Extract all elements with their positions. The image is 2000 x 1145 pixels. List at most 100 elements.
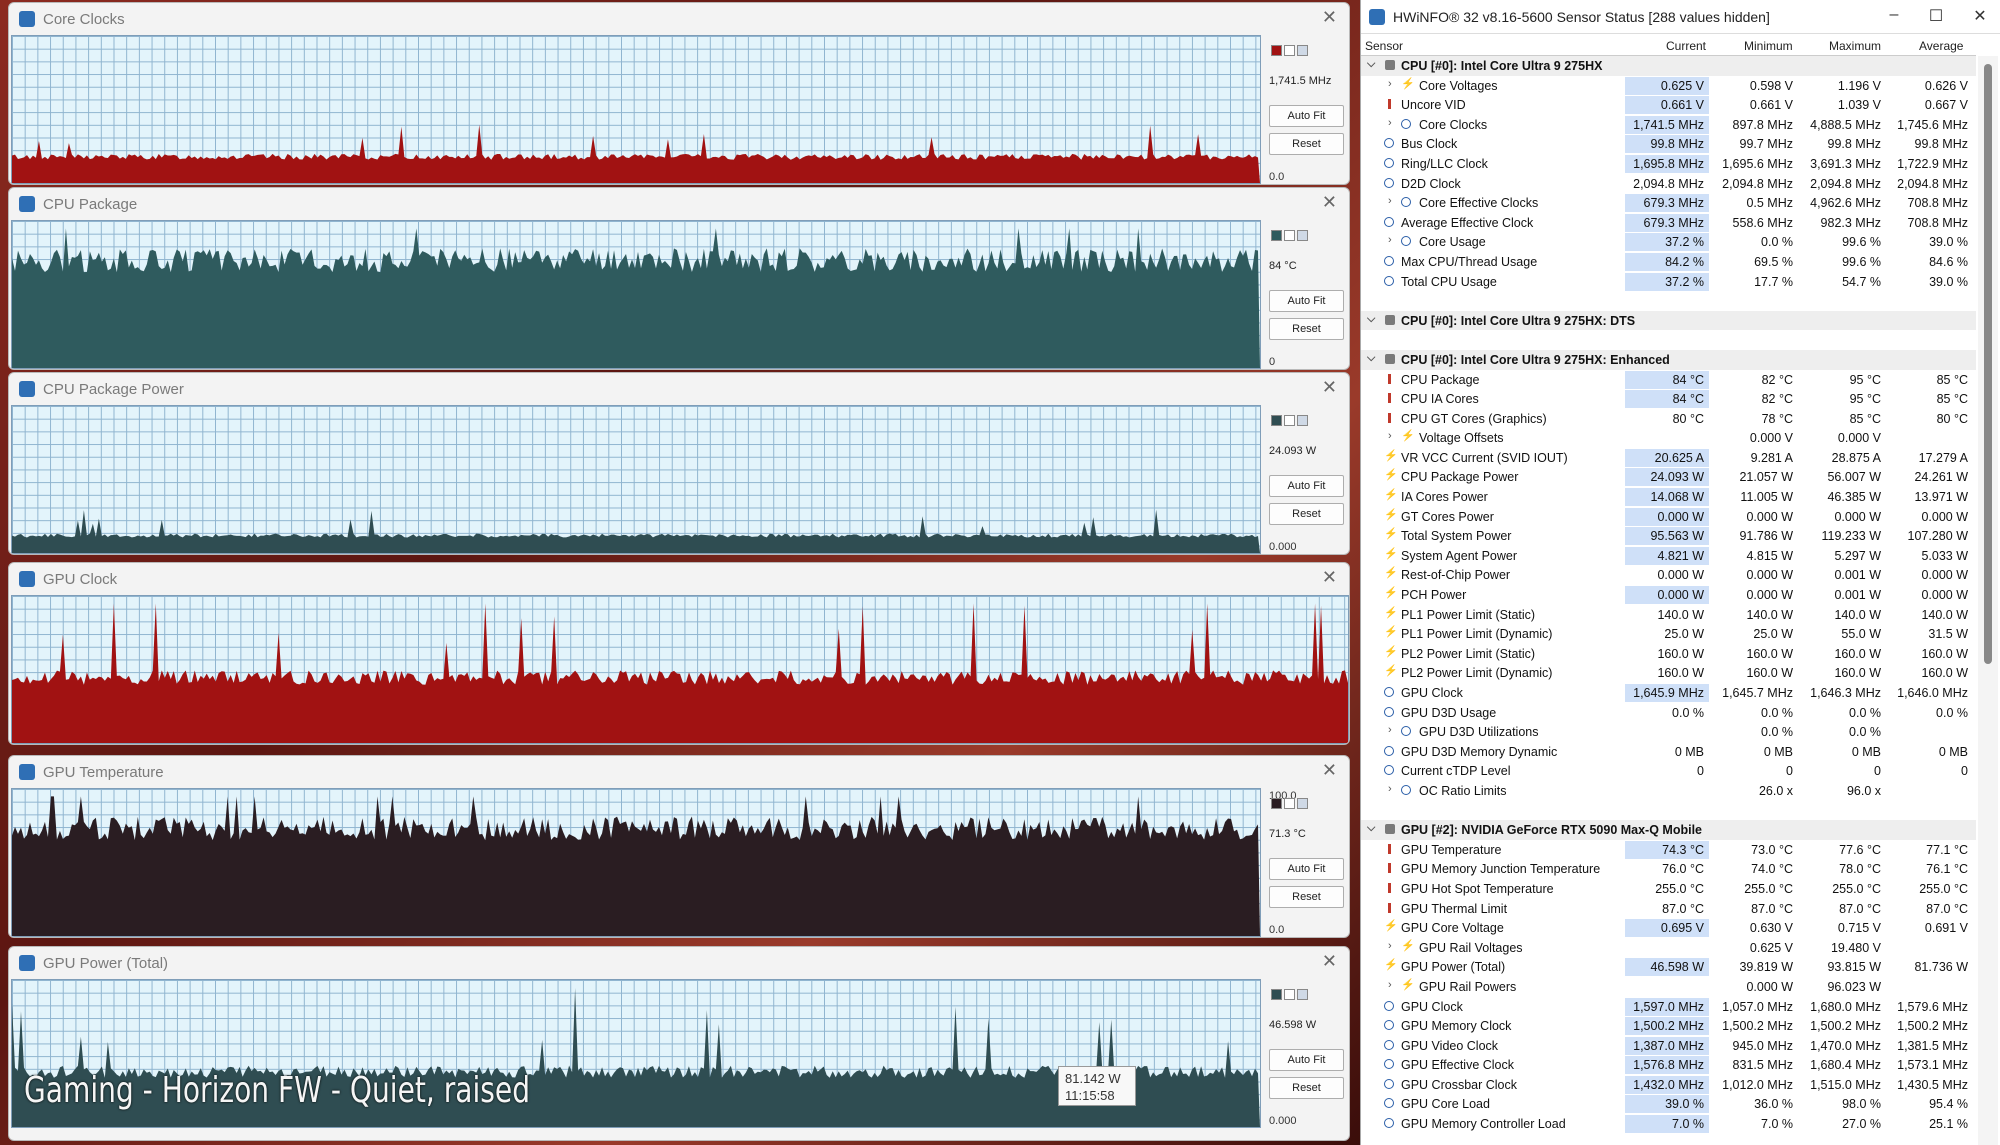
sensor-row[interactable]: ⚡ PCH Power 0.000 W 0.000 W 0.001 W 0.00… [1361,585,1976,605]
sensor-row[interactable]: Total CPU Usage 37.2 % 17.7 % 54.7 % 39.… [1361,272,1976,292]
sensor-row[interactable]: CPU GT Cores (Graphics) 80 °C 78 °C 85 °… [1361,409,1976,429]
chevron-right-icon[interactable]: › [1388,939,1392,952]
graph-window[interactable]: GPU Clock ✕ [8,562,1350,745]
scrollbar[interactable] [1978,56,1998,1145]
reset-button[interactable]: Reset [1269,503,1344,525]
auto-fit-button[interactable]: Auto Fit [1269,1049,1344,1071]
auto-fit-button[interactable]: Auto Fit [1269,290,1344,312]
graph-plot[interactable] [11,35,1261,184]
sensor-row[interactable]: GPU Clock 1,597.0 MHz 1,057.0 MHz 1,680.… [1361,997,1976,1017]
chevron-down-icon[interactable]: ⌵ [1367,351,1376,364]
sensor-row[interactable]: ⚡ IA Cores Power 14.068 W 11.005 W 46.38… [1361,487,1976,507]
chevron-right-icon[interactable]: › [1388,77,1392,90]
sensor-row[interactable]: › GPU D3D Utilizations 0.0 % 0.0 % [1361,722,1976,742]
chevron-right-icon[interactable]: › [1388,978,1392,991]
graph-plot[interactable] [11,405,1261,554]
sensor-row[interactable]: GPU Core Load 39.0 % 36.0 % 98.0 % 95.4 … [1361,1094,1976,1114]
chevron-right-icon[interactable]: › [1388,724,1392,737]
sensor-row[interactable]: ⚡ Rest-of-Chip Power 0.000 W 0.000 W 0.0… [1361,565,1976,585]
sensor-row[interactable]: GPU Memory Clock 1,500.2 MHz 1,500.2 MHz… [1361,1016,1976,1036]
sensor-row[interactable]: › Core Effective Clocks 679.3 MHz 0.5 MH… [1361,193,1976,213]
graph-window[interactable]: GPU Temperature ✕ 100.0 71.3 °C Auto Fit… [8,755,1350,938]
sensor-group-header[interactable]: ⌵ CPU [#0]: Intel Core Ultra 9 275HX: Enh… [1361,349,1976,370]
color-swatches[interactable] [1271,43,1310,61]
auto-fit-button[interactable]: Auto Fit [1269,105,1344,127]
close-icon[interactable]: ✕ [1321,192,1337,212]
sensor-row[interactable]: GPU Thermal Limit 87.0 °C 87.0 °C 87.0 °… [1361,899,1976,919]
graph-titlebar[interactable]: GPU Power (Total) ✕ [9,947,1349,979]
sensor-row[interactable]: GPU Video Clock 1,387.0 MHz 945.0 MHz 1,… [1361,1036,1976,1056]
sensor-row[interactable]: ⚡ VR VCC Current (SVID IOUT) 20.625 A 9.… [1361,448,1976,468]
chevron-right-icon[interactable]: › [1388,430,1392,443]
sensor-row[interactable]: ⚡ PL1 Power Limit (Static) 140.0 W 140.0… [1361,605,1976,625]
close-button[interactable]: ✕ [1973,8,1987,25]
sensor-row[interactable]: Ring/LLC Clock 1,695.8 MHz 1,695.6 MHz 3… [1361,154,1976,174]
close-icon[interactable]: ✕ [1321,760,1337,780]
sensor-row[interactable]: Bus Clock 99.8 MHz 99.7 MHz 99.8 MHz 99.… [1361,134,1976,154]
sensor-row[interactable]: Current cTDP Level 0 0 0 0 [1361,761,1976,781]
graph-plot[interactable] [11,788,1261,937]
graph-plot[interactable] [11,595,1349,744]
hwinfo-titlebar[interactable]: HWiNFO® 32 v8.16-5600 Sensor Status [288… [1361,0,2000,34]
auto-fit-button[interactable]: Auto Fit [1269,475,1344,497]
graph-window[interactable]: CPU Package ✕ 84 °C Auto Fit Reset 0 [8,187,1350,370]
chevron-down-icon[interactable]: ⌵ [1367,58,1376,70]
sensor-row[interactable]: Uncore VID 0.661 V 0.661 V 1.039 V 0.667… [1361,95,1976,115]
sensor-row[interactable]: GPU D3D Usage 0.0 % 0.0 % 0.0 % 0.0 % [1361,703,1976,723]
reset-button[interactable]: Reset [1269,318,1344,340]
col-current[interactable]: Current [1666,39,1707,53]
sensor-group-header[interactable]: ⌵ CPU [#0]: Intel Core Ultra 9 275HX: DTS [1361,310,1976,331]
sensor-row[interactable]: › ⚡ Voltage Offsets 0.000 V 0.000 V [1361,428,1976,448]
sensor-row[interactable]: ⚡ CPU Package Power 24.093 W 21.057 W 56… [1361,467,1976,487]
graph-titlebar[interactable]: GPU Clock ✕ [9,563,1349,595]
chevron-right-icon[interactable]: › [1388,234,1392,247]
chevron-down-icon[interactable]: ⌵ [1367,822,1376,835]
sensor-row[interactable]: › Core Usage 37.2 % 0.0 % 99.6 % 39.0 % [1361,232,1976,252]
graph-titlebar[interactable]: CPU Package Power ✕ [9,373,1349,405]
close-icon[interactable]: ✕ [1321,377,1337,397]
graph-window[interactable]: Core Clocks ✕ 1,741.5 MHz Auto Fit Reset… [8,2,1350,185]
color-swatches[interactable] [1271,228,1310,246]
sensor-row[interactable]: › ⚡ GPU Rail Powers 0.000 W 96.023 W [1361,977,1976,997]
sensor-row[interactable]: ⚡ Total System Power 95.563 W 91.786 W 1… [1361,526,1976,546]
sensor-row[interactable]: GPU D3D Memory Dynamic 0 MB 0 MB 0 MB 0 … [1361,742,1976,762]
col-minimum[interactable]: Minimum [1744,39,1793,53]
color-swatches[interactable] [1271,796,1310,814]
chevron-right-icon[interactable]: › [1388,116,1392,129]
sensor-row[interactable]: ⚡ GPU Core Voltage 0.695 V 0.630 V 0.715… [1361,918,1976,938]
graph-titlebar[interactable]: CPU Package ✕ [9,188,1349,220]
chevron-right-icon[interactable]: › [1388,195,1392,208]
graph-window[interactable]: GPU Power (Total) ✕ 46.598 W Auto Fit Re… [8,946,1350,1141]
graph-window[interactable]: CPU Package Power ✕ 24.093 W Auto Fit Re… [8,372,1350,555]
sensor-row[interactable]: GPU Crossbar Clock 1,432.0 MHz 1,012.0 M… [1361,1075,1976,1095]
graph-titlebar[interactable]: Core Clocks ✕ [9,3,1349,35]
graph-plot[interactable] [11,220,1261,369]
sensor-row[interactable]: GPU Temperature 74.3 °C 73.0 °C 77.6 °C … [1361,840,1976,860]
scrollbar-thumb[interactable] [1984,64,1992,664]
reset-button[interactable]: Reset [1269,886,1344,908]
sensor-row[interactable]: Average Effective Clock 679.3 MHz 558.6 … [1361,213,1976,233]
close-icon[interactable]: ✕ [1321,7,1337,27]
sensor-row[interactable]: ⚡ PL1 Power Limit (Dynamic) 25.0 W 25.0 … [1361,624,1976,644]
close-icon[interactable]: ✕ [1321,951,1337,971]
minimize-button[interactable]: – [1889,6,1899,23]
auto-fit-button[interactable]: Auto Fit [1269,858,1344,880]
sensor-row[interactable]: CPU IA Cores 84 °C 82 °C 95 °C 85 °C [1361,389,1976,409]
sensor-group-header[interactable]: ⌵ GPU [#2]: NVIDIA GeForce RTX 5090 Max-Q… [1361,820,1976,840]
chevron-right-icon[interactable]: › [1388,782,1392,795]
graph-plot[interactable] [11,979,1261,1128]
color-swatches[interactable] [1271,413,1310,431]
sensor-row[interactable]: ⚡ PL2 Power Limit (Dynamic) 160.0 W 160.… [1361,663,1976,683]
col-maximum[interactable]: Maximum [1829,39,1882,53]
maximize-button[interactable]: ☐ [1928,8,1944,25]
reset-button[interactable]: Reset [1269,133,1344,155]
sensor-row[interactable]: ⚡ System Agent Power 4.821 W 4.815 W 5.2… [1361,546,1976,566]
sensor-row[interactable]: GPU Memory Junction Temperature 76.0 °C … [1361,859,1976,879]
sensor-row[interactable]: › ⚡ Core Voltages 0.625 V 0.598 V 1.196 … [1361,76,1976,96]
graph-titlebar[interactable]: GPU Temperature ✕ [9,756,1349,788]
sensor-row[interactable]: GPU Clock 1,645.9 MHz 1,645.7 MHz 1,646.… [1361,683,1976,703]
sensor-row[interactable]: ⚡ PL2 Power Limit (Static) 160.0 W 160.0… [1361,644,1976,664]
chevron-down-icon[interactable]: ⌵ [1367,312,1376,325]
sensor-row[interactable]: › Core Clocks 1,741.5 MHz 897.8 MHz 4,88… [1361,115,1976,135]
reset-button[interactable]: Reset [1269,1077,1344,1099]
